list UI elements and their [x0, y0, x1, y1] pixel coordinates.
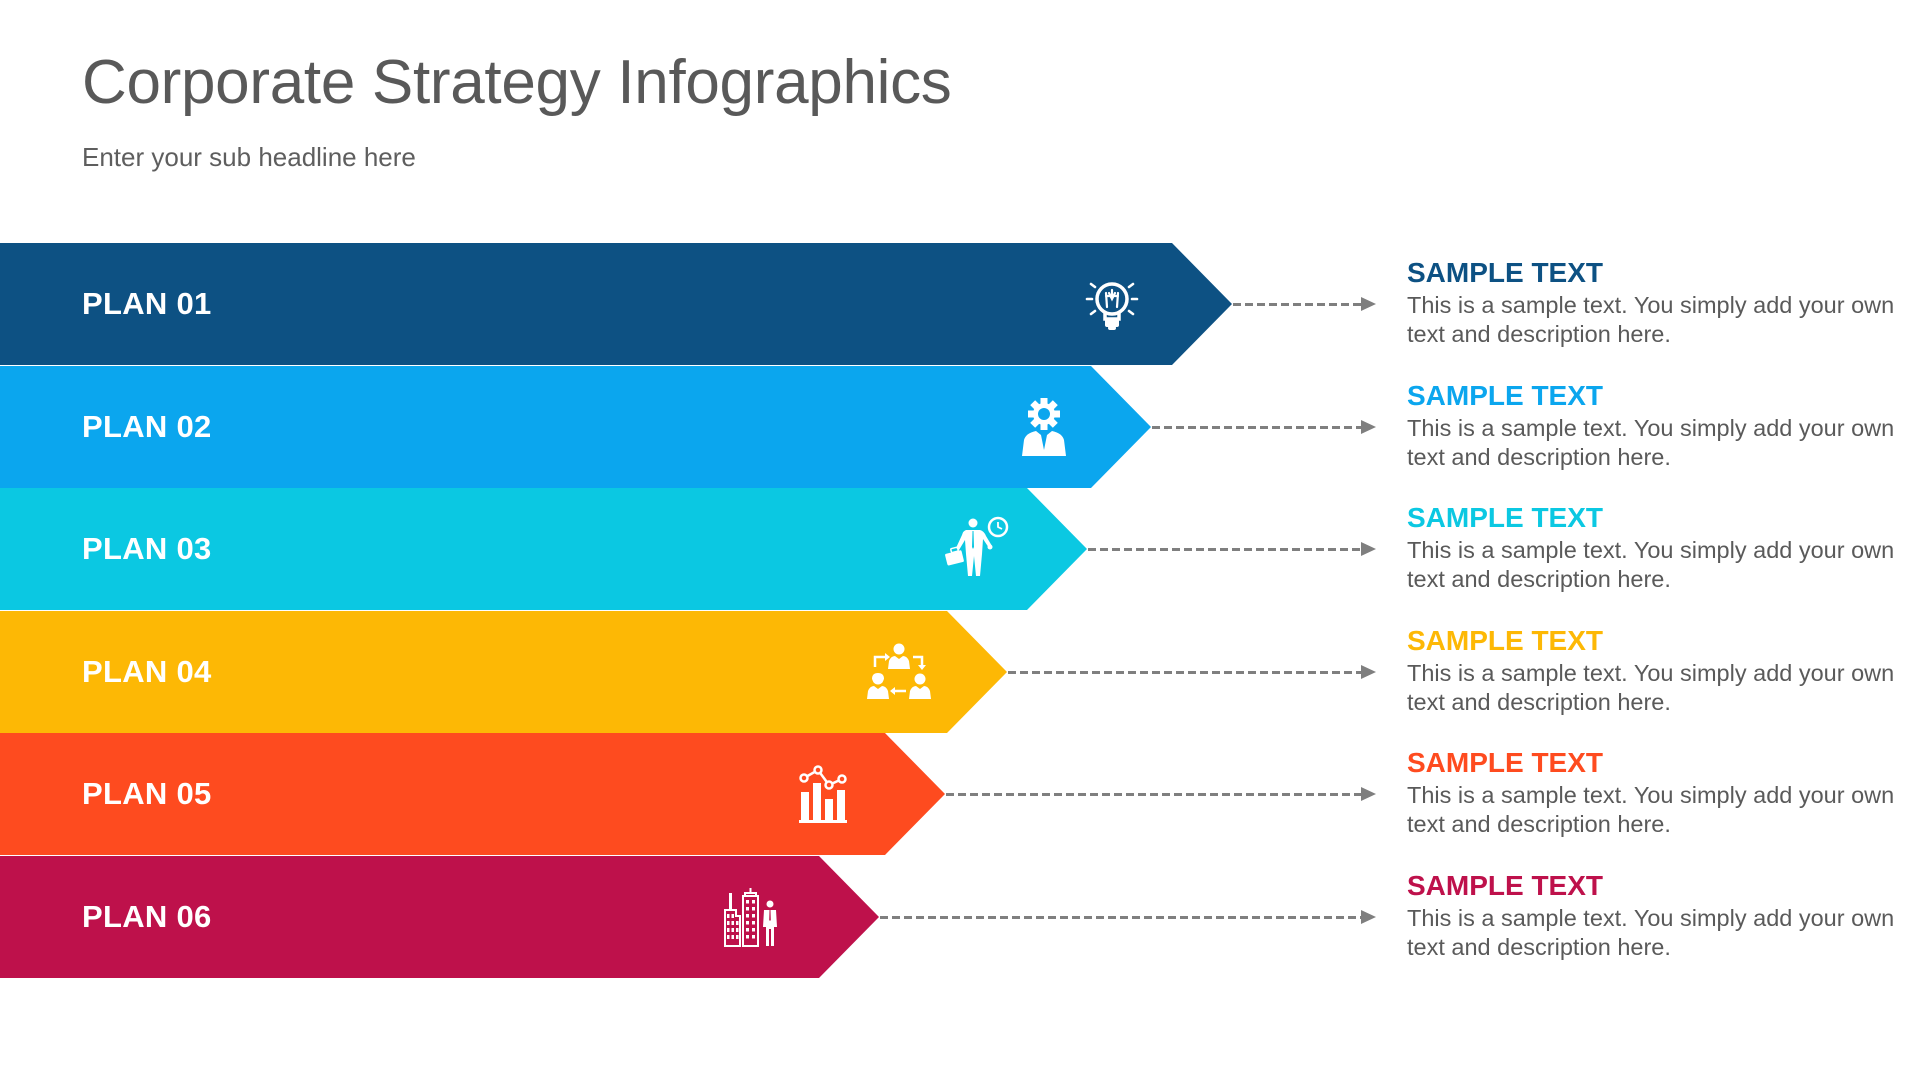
plan-label: PLAN 06 — [82, 898, 212, 934]
dashed-arrow-connector — [1152, 419, 1376, 434]
description-heading: SAMPLE TEXT — [1407, 502, 1604, 533]
plan-arrow-bar: PLAN 03 — [0, 488, 1087, 610]
plan-description: SAMPLE TEXT This is a sample text. You s… — [1407, 870, 1907, 962]
description-body: This is a sample text. You simply add yo… — [1407, 782, 1895, 837]
arrowhead-icon — [1361, 542, 1376, 556]
plan-row-05: PLAN 05 SAMPLE TEXT This is a sample tex… — [0, 733, 1920, 855]
plan-row-02: PLAN 02 — [0, 365, 1920, 488]
plan-row-03: PLAN 03 SAMPLE TEXT This is a sample tex… — [0, 488, 1920, 610]
page-subtitle: Enter your sub headline here — [82, 142, 416, 172]
description-body: This is a sample text. You simply add yo… — [1407, 659, 1895, 715]
plan-arrow-bar: PLAN 02 — [0, 365, 1151, 488]
arrowhead-icon — [1361, 419, 1376, 434]
plan-arrow-bar: PLAN 06 — [0, 855, 879, 978]
plan-description: SAMPLE TEXT This is a sample text. You s… — [1407, 625, 1907, 717]
plan-label: PLAN 04 — [82, 653, 212, 689]
arrowhead-icon — [1361, 787, 1376, 801]
team-cycle-icon — [864, 637, 934, 707]
description-heading: SAMPLE TEXT — [1407, 379, 1604, 411]
lightbulb-icon — [1077, 269, 1147, 339]
arrowhead-icon — [1361, 297, 1376, 311]
dashed-line — [946, 793, 1361, 796]
description-body: This is a sample text. You simply add yo… — [1407, 537, 1895, 592]
plan-description: SAMPLE TEXT This is a sample text. You s… — [1407, 380, 1907, 472]
plan-row-06: PLAN 06 — [0, 855, 1920, 978]
dashed-arrow-connector — [880, 909, 1376, 924]
description-body: This is a sample text. You simply add yo… — [1407, 292, 1895, 347]
dashed-line — [1233, 303, 1361, 306]
businessman-clock-icon — [942, 514, 1012, 584]
plan-description: SAMPLE TEXT This is a sample text. You s… — [1407, 502, 1907, 594]
plan-label: PLAN 01 — [82, 286, 212, 321]
gear-head-person-icon — [1009, 392, 1079, 462]
description-body: This is a sample text. You simply add yo… — [1407, 904, 1895, 960]
plan-description: SAMPLE TEXT This is a sample text. You s… — [1407, 257, 1907, 349]
dashed-line — [1152, 425, 1361, 429]
plan-description: SAMPLE TEXT This is a sample text. You s… — [1407, 747, 1907, 839]
dashed-line — [1088, 548, 1361, 551]
plan-arrow-bar: PLAN 01 — [0, 243, 1232, 365]
plan-arrow-bar: PLAN 04 — [0, 610, 1007, 733]
arrowhead-icon — [1361, 909, 1376, 924]
arrowhead-icon — [1361, 664, 1376, 679]
description-heading: SAMPLE TEXT — [1407, 869, 1604, 901]
plan-row-01: PLAN 01 SAMPLE TEXT This is a sample tex… — [0, 243, 1920, 365]
description-heading: SAMPLE TEXT — [1407, 747, 1604, 778]
description-heading: SAMPLE TEXT — [1407, 624, 1604, 656]
plan-label: PLAN 03 — [82, 531, 212, 566]
dashed-arrow-connector — [1233, 297, 1376, 311]
dashed-line — [880, 915, 1361, 919]
description-heading: SAMPLE TEXT — [1407, 257, 1604, 288]
plan-arrow-bar: PLAN 05 — [0, 733, 945, 855]
growth-chart-icon — [789, 759, 859, 829]
dashed-line — [1008, 670, 1361, 674]
plan-label: PLAN 02 — [82, 408, 212, 444]
plan-row-04: PLAN 04 SAMPLE TEXT This is a — [0, 610, 1920, 733]
page-title: Corporate Strategy Infographics — [82, 48, 952, 117]
dashed-arrow-connector — [1008, 664, 1376, 679]
city-businessman-icon — [722, 882, 792, 952]
description-body: This is a sample text. You simply add yo… — [1407, 414, 1895, 470]
dashed-arrow-connector — [946, 787, 1376, 801]
plan-label: PLAN 05 — [82, 776, 212, 811]
dashed-arrow-connector — [1088, 542, 1376, 556]
